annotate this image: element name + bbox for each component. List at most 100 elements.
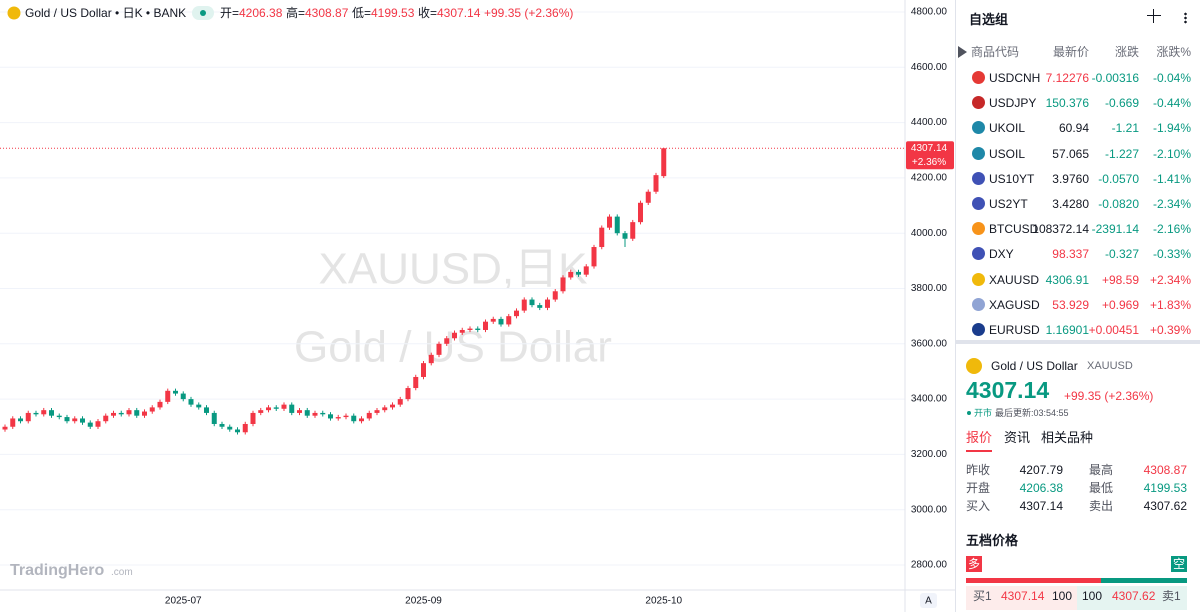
flag	[958, 46, 967, 58]
symbol: EURUSD	[989, 323, 1040, 337]
auto-scale-button[interactable]	[920, 593, 937, 608]
candle-body	[630, 222, 636, 239]
candle-body	[80, 418, 85, 423]
watchlist-row[interactable]	[956, 268, 1200, 292]
change: +0.969	[1101, 297, 1139, 312]
price: 3.4280	[1052, 197, 1089, 211]
quote-name: Gold / US Dollar	[991, 359, 1078, 373]
symbol-icon	[972, 222, 985, 236]
candle-body	[514, 310, 519, 317]
price: 150.376	[1045, 96, 1089, 111]
quote-price: 4307.14	[966, 377, 1050, 403]
change: -1.227	[1104, 146, 1139, 161]
y-tick-label: 3200.00	[911, 449, 948, 460]
candle-body	[622, 233, 628, 239]
change: +0.00451	[1088, 323, 1139, 337]
candle-body	[483, 321, 488, 330]
ask-size: 100	[1082, 589, 1103, 603]
candle-body	[258, 410, 264, 413]
depth-bar-bid	[966, 578, 1101, 583]
last-updated: 最后更新:03:54:55	[995, 408, 1069, 418]
watchlist-row[interactable]	[956, 91, 1200, 115]
last-change-label: +2.36%	[912, 157, 946, 168]
candle-body	[87, 422, 93, 427]
symbol-icon	[972, 146, 985, 160]
watchlist-row[interactable]	[956, 242, 1200, 266]
tab[interactable]: 资讯	[1004, 430, 1031, 445]
x-tick-label: 2025-07	[165, 596, 202, 607]
candle-body	[490, 318, 496, 322]
candle-body	[529, 299, 535, 306]
price: 7.12276	[1045, 71, 1089, 85]
column-header: 涨跌	[1114, 45, 1139, 59]
price: 60.94	[1058, 121, 1089, 136]
candle-body	[111, 412, 116, 416]
change: -0.669	[1104, 96, 1139, 111]
symbol: USOIL	[989, 146, 1026, 161]
watchlist-row[interactable]	[956, 66, 1200, 90]
header-change: +99.35 (+2.36%)	[484, 6, 574, 20]
side-panel: 自选组 商品代码 最新价 涨跌 涨跌% USDCNH 7.12276 -0.00316 -0.0…	[955, 0, 1200, 612]
candle-body	[537, 305, 543, 308]
symbol: US10YT	[989, 171, 1035, 186]
ask-bg	[1077, 586, 1187, 610]
add-button[interactable]	[1147, 9, 1161, 23]
watchlist-row[interactable]	[956, 116, 1200, 140]
tab[interactable]: 报价	[966, 430, 993, 445]
symbol: UKOIL	[989, 121, 1026, 136]
candle-body	[165, 390, 171, 402]
more-button[interactable]	[1184, 12, 1187, 24]
watchlist-title[interactable]: 自选组	[969, 12, 1009, 27]
status-pill	[192, 6, 214, 20]
candle-body	[2, 426, 8, 430]
candle-body	[397, 399, 403, 405]
candle-body	[552, 291, 558, 300]
candle-body	[297, 410, 302, 413]
candle-body	[33, 412, 39, 415]
watchlist-row[interactable]	[956, 318, 1200, 342]
symbol-icon	[972, 171, 985, 185]
ask-label: 卖1	[1162, 589, 1181, 603]
stat-value: 4207.79	[1019, 463, 1063, 477]
change-pct: -1.94%	[1152, 121, 1191, 136]
change: -0.00316	[1091, 71, 1139, 85]
change-pct: +1.83%	[1149, 297, 1191, 312]
candle-body	[366, 412, 372, 419]
candle-body	[428, 354, 434, 364]
watchlist-row[interactable]	[956, 293, 1200, 317]
price: 53.929	[1052, 297, 1089, 312]
watchlist-row[interactable]	[956, 192, 1200, 216]
candle-body	[421, 363, 426, 377]
y-tick-label: 3600.00	[911, 338, 948, 349]
change: -0.0570	[1098, 171, 1139, 186]
candle-body	[25, 412, 31, 422]
last-price-box	[906, 141, 954, 170]
short-badge: 空	[1171, 556, 1187, 572]
stat-label: 卖出	[1089, 499, 1114, 513]
price: 4306.91	[1045, 272, 1089, 287]
y-tick-label: 3400.00	[911, 394, 948, 405]
candle-body	[219, 423, 225, 427]
candle-body	[351, 415, 357, 422]
candle-body	[289, 404, 295, 413]
candle-body	[173, 390, 178, 394]
candle-body	[188, 399, 194, 405]
watchlist-row[interactable]	[956, 217, 1200, 241]
symbol: US2YT	[989, 197, 1028, 211]
stat-value: 4199.53	[1143, 481, 1187, 495]
candle-body	[134, 410, 140, 416]
candle-body	[18, 418, 23, 422]
symbol-icon	[7, 6, 21, 20]
y-tick-label: 3800.00	[911, 283, 948, 294]
watchlist-row[interactable]	[956, 167, 1200, 191]
ask-price: 4307.62	[1112, 589, 1156, 603]
candle-body	[382, 407, 388, 411]
ohlc-label: 低=	[352, 6, 372, 20]
change: -1.21	[1111, 121, 1139, 136]
logo: TradingHero	[10, 562, 105, 579]
stat-value: 4206.38	[1019, 481, 1063, 495]
tab[interactable]: 相关品种	[1041, 430, 1094, 445]
watchlist-row[interactable]	[956, 142, 1200, 166]
candle-body	[653, 175, 659, 192]
ohlc-value: 4206.38	[239, 6, 283, 20]
